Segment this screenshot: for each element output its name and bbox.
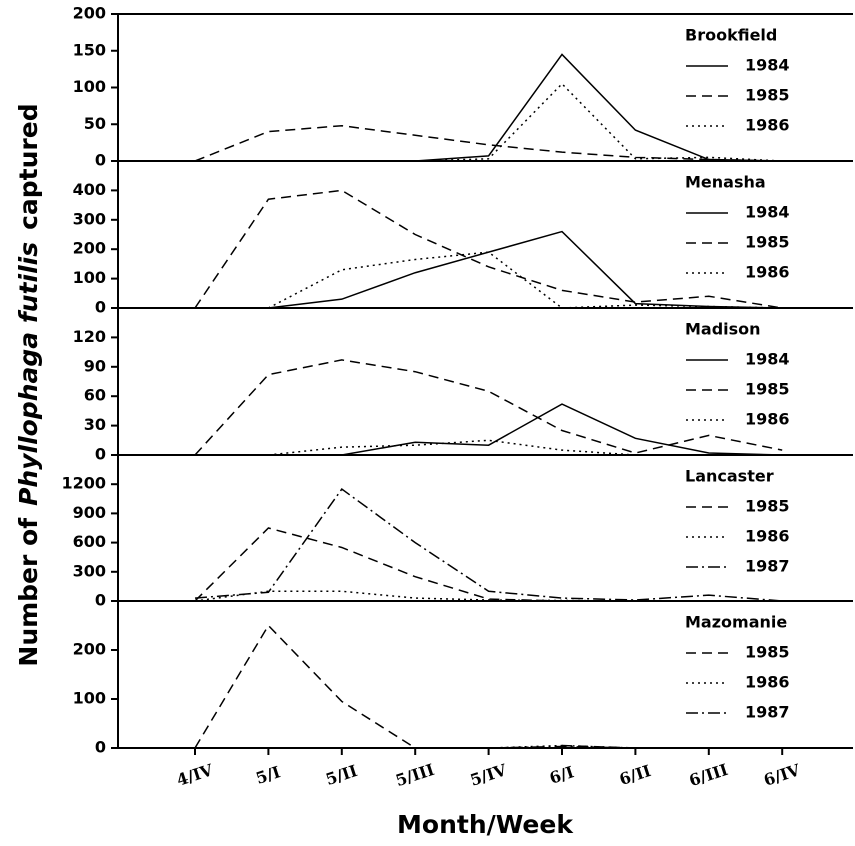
x-tick-label: 6/II	[617, 761, 653, 789]
y-axis-label-part: Number of	[14, 517, 43, 667]
data-line	[268, 403, 783, 456]
y-tick-label: 0	[95, 591, 106, 610]
legend-label: 1984	[745, 203, 790, 222]
x-tick-label: 5/IV	[468, 760, 509, 790]
y-tick-label: 120	[73, 327, 106, 346]
panel-title: Madison	[685, 320, 761, 339]
x-tick-label: 6/III	[687, 760, 730, 790]
y-tick-label: 300	[73, 561, 106, 580]
data-line	[488, 745, 636, 749]
legend-label: 1984	[745, 350, 790, 369]
x-tick-label: 6/IV	[761, 760, 802, 790]
y-tick-label: 200	[73, 4, 106, 23]
data-line	[268, 251, 783, 309]
data-line	[341, 53, 783, 162]
x-tick-label: 5/I	[254, 762, 283, 788]
panel-title: Brookfield	[685, 26, 777, 45]
y-tick-label: 50	[84, 114, 106, 133]
y-axis-label-part: Phyllophaga futilis	[14, 242, 43, 506]
y-tick-label: 0	[95, 151, 106, 170]
legend-label: 1986	[745, 116, 790, 135]
data-line	[194, 124, 783, 162]
legend-label: 1985	[745, 380, 790, 399]
y-tick-label: 100	[73, 689, 106, 708]
x-tick-label: 5/II	[323, 761, 359, 789]
panel-title: Mazomanie	[685, 613, 787, 632]
y-tick-label: 30	[84, 415, 106, 434]
data-line	[194, 527, 783, 602]
y-tick-label: 150	[73, 40, 106, 59]
legend-label: 1987	[745, 557, 790, 576]
y-tick-label: 60	[84, 386, 106, 405]
data-line	[194, 624, 636, 749]
x-tick-label: 4/IV	[174, 760, 215, 790]
legend-label: 1987	[745, 703, 790, 722]
y-axis-label: Number of Phyllophaga futilis captured	[14, 103, 43, 666]
legend-label: 1985	[745, 233, 790, 252]
y-tick-label: 900	[73, 503, 106, 522]
legend-label: 1986	[745, 410, 790, 429]
legend-label: 1986	[745, 263, 790, 282]
y-tick-label: 200	[73, 640, 106, 659]
data-line	[194, 189, 783, 309]
y-tick-label: 0	[95, 445, 106, 464]
legend-label: 1985	[745, 86, 790, 105]
x-tick-label: 6/I	[547, 762, 576, 788]
data-line	[194, 590, 783, 602]
panel-title: Menasha	[685, 173, 766, 192]
y-tick-label: 1200	[61, 474, 106, 493]
legend-label: 1985	[745, 497, 790, 516]
legend-label: 1986	[745, 527, 790, 546]
y-axis-label-part: captured	[14, 103, 43, 230]
x-tick-label: 5/III	[393, 760, 436, 790]
y-tick-label: 200	[73, 239, 106, 258]
y-tick-label: 400	[73, 180, 106, 199]
legend-label: 1985	[745, 643, 790, 662]
legend-label: 1984	[745, 56, 790, 75]
y-tick-label: 600	[73, 532, 106, 551]
y-tick-label: 90	[84, 356, 106, 375]
x-axis-label: Month/Week	[397, 810, 574, 839]
legend-label: 1986	[745, 673, 790, 692]
panel-title: Lancaster	[685, 467, 774, 486]
data-line	[415, 82, 783, 162]
y-tick-label: 0	[95, 298, 106, 317]
y-tick-label: 300	[73, 209, 106, 228]
data-line	[194, 359, 783, 456]
data-line	[194, 488, 783, 602]
y-tick-label: 100	[73, 268, 106, 287]
y-tick-label: 100	[73, 77, 106, 96]
y-tick-label: 0	[95, 738, 106, 757]
